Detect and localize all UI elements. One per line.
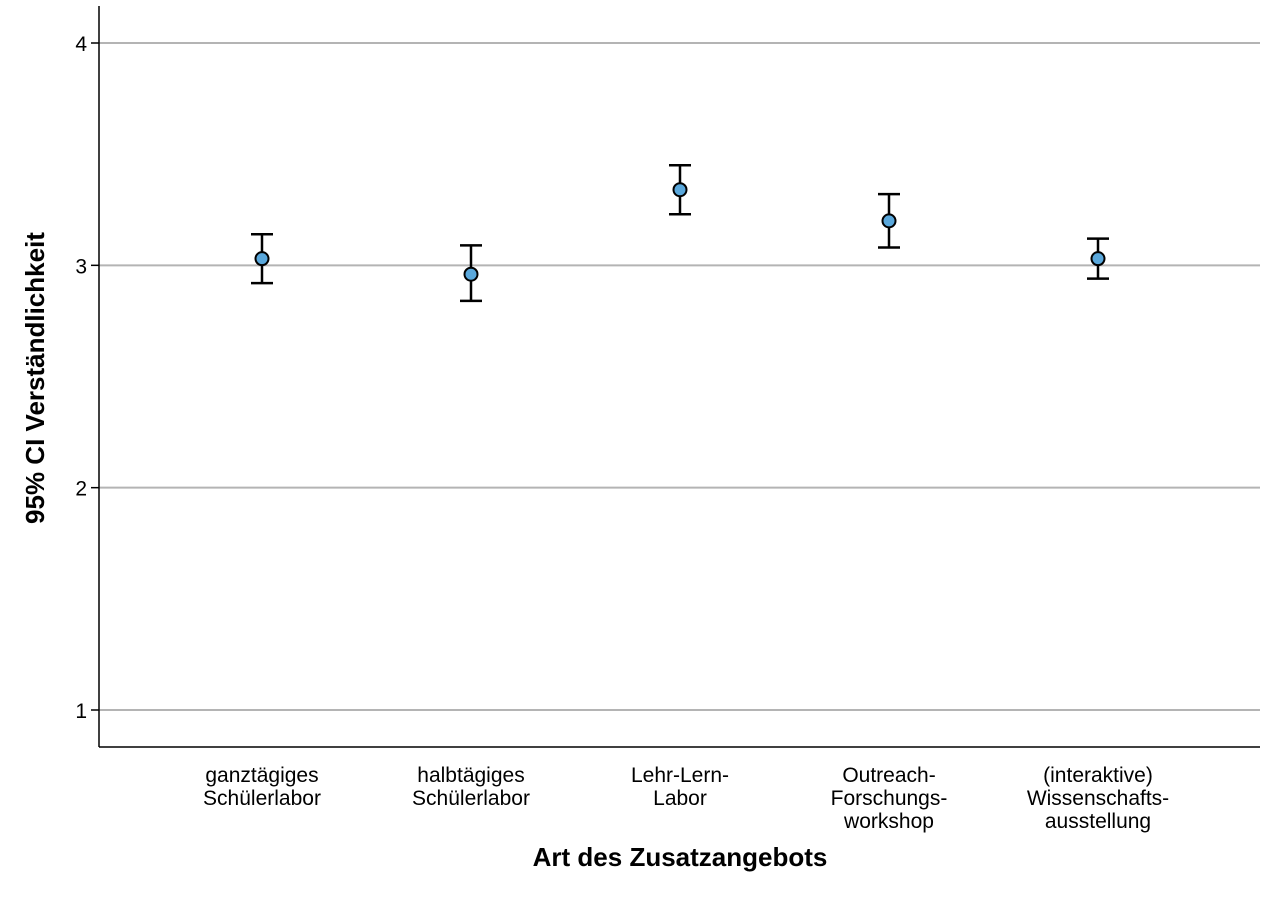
y-axis-title: 95% CI Verständlichkeit <box>20 232 50 524</box>
axes <box>91 6 1260 748</box>
mean-point <box>1090 251 1106 267</box>
error-bar <box>669 164 691 216</box>
error-bars <box>251 164 1109 303</box>
y-tick-label: 1 <box>75 700 87 723</box>
x-category-label: ganztägiges Schülerlabor <box>203 764 321 810</box>
mean-point <box>881 213 897 229</box>
x-axis-title: Art des Zusatzangebots <box>533 842 828 872</box>
x-category-label: halbtägiges Schülerlabor <box>412 764 530 810</box>
x-category-label: (interaktive) Wissenschafts-ausstellung <box>1027 764 1169 833</box>
y-tick-label: 2 <box>75 478 87 501</box>
y-tick-labels: 1 2 3 4 <box>75 33 87 723</box>
x-category-labels: ganztägiges Schülerlabor halbtägiges Schüle… <box>203 764 1169 833</box>
mean-point <box>254 251 270 267</box>
error-bar <box>878 192 900 249</box>
y-tick-label: 3 <box>75 255 87 278</box>
error-bar <box>251 232 273 285</box>
y-tick-label: 4 <box>75 33 87 56</box>
mean-point <box>672 182 688 198</box>
gridlines <box>99 42 1260 711</box>
error-bar <box>1087 237 1109 280</box>
mean-point <box>463 266 479 282</box>
error-bar <box>460 244 482 303</box>
x-category-label: Lehr-Lern-Labor <box>631 764 729 810</box>
x-category-label: Outreach-Forschungs-workshop <box>831 764 948 833</box>
